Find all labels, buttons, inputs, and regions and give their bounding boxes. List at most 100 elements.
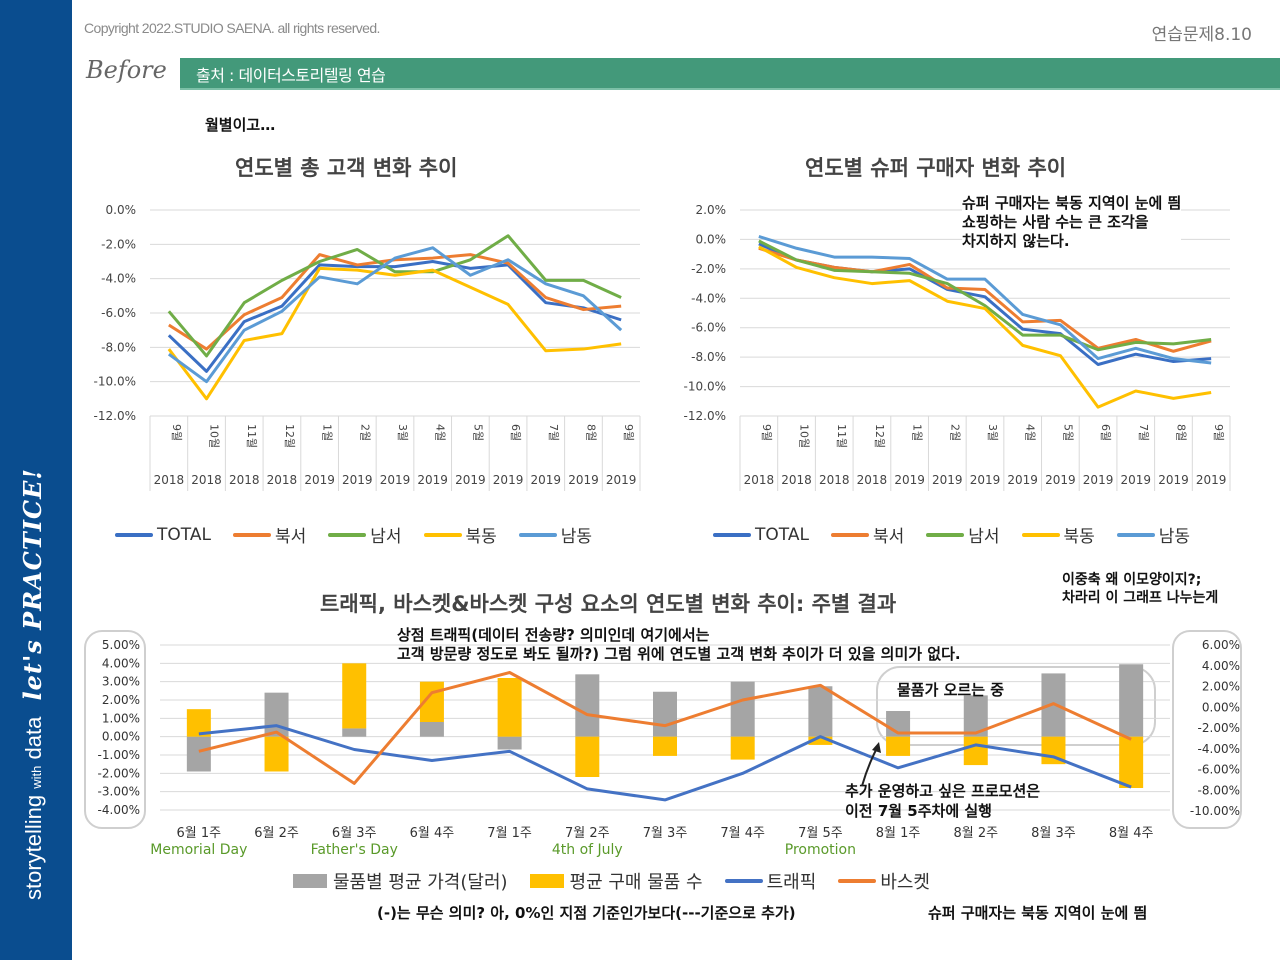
bar-segment xyxy=(342,728,367,737)
y-tick-label: -4.0% xyxy=(691,291,726,305)
x-year-label: 2019 xyxy=(568,473,599,487)
series-line xyxy=(167,266,622,401)
x-category-label: 7월 3주 xyxy=(643,826,688,841)
legend-swatch xyxy=(713,532,751,537)
chart3-legend: 물품별 평균 가격(달러) 평균 구매 물품 수 트래픽 바스켓 xyxy=(293,868,952,894)
exercise-number: 연습문제8.10 xyxy=(1151,25,1252,45)
left-axis-highlight xyxy=(84,630,146,829)
bar-segment xyxy=(963,736,988,766)
y-tick-label: 0.0% xyxy=(106,203,137,217)
y-tick-label-right: -4.00% xyxy=(1198,742,1240,756)
legend-swatch xyxy=(423,532,462,537)
series-line xyxy=(758,245,1212,409)
note-super-buyer: 슈퍼 구매자는 북동 지역이 눈에 띔 쇼핑하는 사람 수는 큰 조각을 차지하… xyxy=(962,194,1182,251)
legend-label: 물품별 평균 가격(달러) xyxy=(333,872,508,893)
bar-segment xyxy=(730,681,755,737)
x-category-label: 8월 3주 xyxy=(1031,826,1076,841)
source-banner: 출처 : 데이터스토리텔링 연습 xyxy=(180,58,1280,90)
x-year-label: 2019 xyxy=(493,473,524,487)
x-year-label: 2019 xyxy=(970,473,1001,487)
bar-segment xyxy=(886,736,911,756)
x-year-label: 2018 xyxy=(781,473,812,487)
x-year-label: 2018 xyxy=(857,473,888,487)
right-axis-highlight xyxy=(1172,630,1242,829)
legend-item-southeast: 남동 xyxy=(518,522,592,547)
x-month-label: 6월 xyxy=(1099,424,1112,441)
x-category-label: 6월 4주 xyxy=(410,826,455,841)
series-line xyxy=(167,234,622,358)
x-year-label: 2019 xyxy=(417,473,448,487)
x-month-label: 7월 xyxy=(547,424,560,441)
legend-item-southwest: 남서 xyxy=(926,522,1000,547)
legend-swatch xyxy=(830,532,869,537)
bar-segment xyxy=(653,691,677,737)
x-month-label: 1월 xyxy=(911,424,924,441)
y-tick-label: 0.0% xyxy=(696,232,727,246)
y-tick-label-right: 2.00% xyxy=(1202,680,1240,694)
x-year-label: 2018 xyxy=(229,473,260,487)
x-year-label: 2019 xyxy=(606,473,637,487)
y-tick-label-left: 5.00% xyxy=(102,638,140,652)
legend-label: 남서 xyxy=(968,527,1000,547)
legend-label: 남서 xyxy=(370,527,402,547)
bar-segment xyxy=(808,686,833,737)
legend-item-northeast: 북동 xyxy=(1021,522,1095,547)
x-month-label: 9월 xyxy=(760,424,773,441)
x-month-label: 8월 xyxy=(1174,424,1187,441)
note-monthly: 월별이고… xyxy=(205,116,276,134)
x-year-label: 2019 xyxy=(1196,473,1227,487)
chart3-title: 트래픽, 바스켓&바스켓 구성 요소의 연도별 변화 추이: 주별 결과 xyxy=(320,592,897,616)
series-line xyxy=(198,671,1132,785)
x-month-label: 7월 xyxy=(1137,424,1150,441)
bar-segment xyxy=(497,678,522,737)
y-tick-label-right: 4.00% xyxy=(1202,659,1240,673)
chart1-title: 연도별 총 고객 변화 추이 xyxy=(235,156,458,180)
y-tick-label-left: -3.00% xyxy=(98,785,140,799)
series-line xyxy=(168,253,622,351)
x-year-label: 2019 xyxy=(530,473,561,487)
x-month-label: 8월 xyxy=(584,424,597,441)
y-tick-label: -12.0% xyxy=(94,409,136,423)
legend-item-northwest: 북서 xyxy=(232,522,306,547)
arrow-icon xyxy=(861,742,881,787)
series-line xyxy=(758,235,1212,365)
lets-practice-label: let's PRACTICE! xyxy=(18,468,47,701)
x-month-label: 10월 xyxy=(798,424,811,448)
sidebar: storytelling with data let's PRACTICE! xyxy=(0,0,72,960)
legend-item-southeast: 남동 xyxy=(1116,522,1190,547)
y-tick-label: -6.0% xyxy=(691,321,726,335)
note-line: 쇼핑하는 사람 수는 큰 조각을 xyxy=(962,212,1149,231)
x-year-label: 2018 xyxy=(267,473,298,487)
legend-swatch xyxy=(328,532,367,537)
x-year-label: 2019 xyxy=(1007,473,1038,487)
x-year-label: 2019 xyxy=(455,473,486,487)
x-year-label: 2019 xyxy=(1120,473,1151,487)
x-month-label: 10월 xyxy=(208,424,221,448)
y-tick-label: -4.0% xyxy=(101,272,136,286)
x-month-label: 4월 xyxy=(434,424,447,441)
x-year-label: 2019 xyxy=(1083,473,1114,487)
legend-item-traffic: 트래픽 xyxy=(724,868,816,894)
series-line xyxy=(167,246,623,384)
before-label: Before xyxy=(86,56,167,84)
x-month-label: 11월 xyxy=(835,424,848,448)
bar-segment xyxy=(653,736,677,756)
y-tick-label-left: -2.00% xyxy=(98,766,140,780)
x-year-label: 2018 xyxy=(819,473,850,487)
bar-segment xyxy=(1119,664,1144,737)
legend-item-northwest: 북서 xyxy=(830,522,904,547)
legend-item-total: TOTAL xyxy=(115,525,211,545)
note-line: 추가 운영하고 싶은 프로모션은 xyxy=(845,782,1041,800)
legend-swatch xyxy=(518,532,557,537)
y-tick-label-right: -10.00% xyxy=(1190,804,1240,818)
x-month-label: 9월 xyxy=(1212,424,1225,441)
y-tick-label: -2.0% xyxy=(691,262,726,276)
price-rising-highlight xyxy=(876,666,1156,746)
x-category-label: 8월 2주 xyxy=(953,826,998,841)
series-line xyxy=(758,239,1212,352)
note-line: 슈퍼 구매자는 북동 지역이 눈에 띔 xyxy=(962,194,1182,212)
bar-segment xyxy=(575,674,600,737)
bar-segment xyxy=(342,663,367,729)
x-month-label: 2월 xyxy=(358,424,371,441)
legend-swatch xyxy=(1021,532,1060,537)
